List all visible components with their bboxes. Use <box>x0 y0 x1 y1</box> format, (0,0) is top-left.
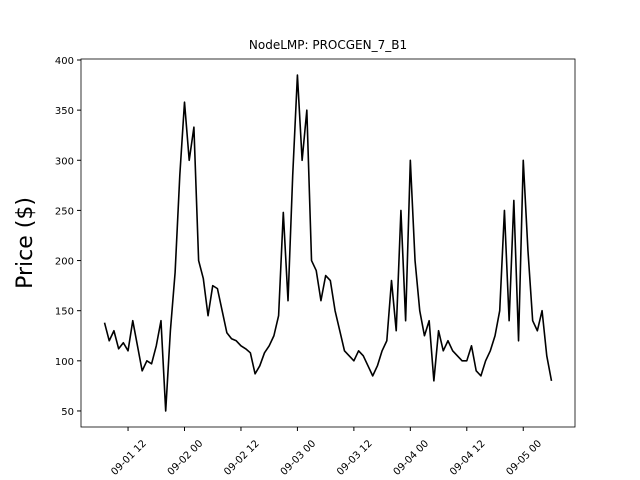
y-tick-label: 200 <box>55 257 74 268</box>
x-tick-label: 09-03 12 <box>335 438 375 478</box>
chart-title: NodeLMP: PROCGEN_7_B1 <box>249 38 407 52</box>
y-tick-label: 300 <box>55 156 74 167</box>
y-tick-label: 400 <box>55 56 74 67</box>
price-line <box>103 74 553 412</box>
x-tick-label: 09-01 12 <box>109 438 149 478</box>
x-tick-label: 09-02 12 <box>222 438 262 478</box>
x-tick-label: 09-04 12 <box>448 438 488 478</box>
x-tick-label: 09-03 00 <box>279 438 319 478</box>
y-tick-label: 100 <box>55 357 74 368</box>
x-tick-label: 09-02 00 <box>166 438 206 478</box>
y-tick-label: 350 <box>55 106 74 117</box>
y-tick-label: 250 <box>55 206 74 217</box>
y-tick-label: 50 <box>61 407 74 418</box>
y-axis-label: Price ($) <box>13 197 38 289</box>
y-tick-label: 150 <box>55 307 74 318</box>
x-tick-label: 09-05 00 <box>505 438 545 478</box>
plot-frame <box>80 58 576 428</box>
x-tick-label: 09-04 00 <box>392 438 432 478</box>
